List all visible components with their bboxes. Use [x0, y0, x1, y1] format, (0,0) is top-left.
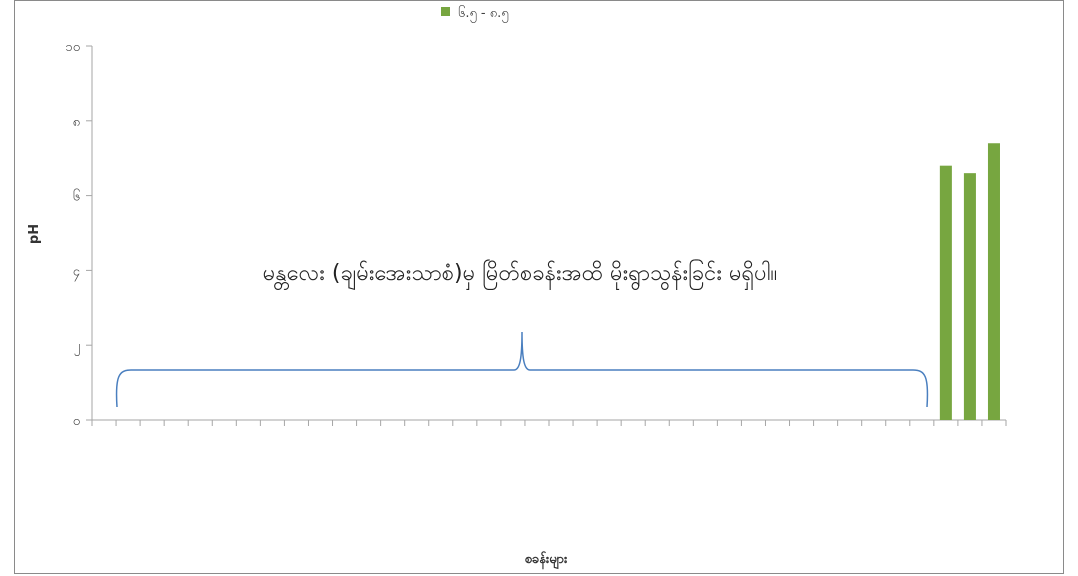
bar: [939, 165, 952, 420]
x-axis: [91, 419, 1007, 426]
y-tick-label: ၂: [74, 339, 80, 356]
y-axis: ၀ ၂ ၄ ၆ ၈ ၁၀: [65, 40, 93, 429]
brace-path: [115, 331, 929, 408]
legend-label: ၆.၅ - ၈.၅: [458, 5, 509, 23]
y-tick-label: ၄: [73, 264, 81, 281]
y-tick-label: ၁၀: [65, 40, 80, 55]
legend-swatch: [441, 7, 450, 16]
y-tick-label: ၀: [73, 414, 80, 429]
bar: [987, 143, 1000, 421]
bar: [963, 173, 976, 420]
bars: [939, 143, 1000, 421]
annotation-text: မန္တလေး (ချမ်းအေးသာစံ)မှ မြိတ်စခန်းအထိ မ…: [263, 259, 777, 291]
y-axis-title: pH: [27, 224, 42, 244]
x-axis-title: စခန်းများ: [525, 550, 568, 570]
legend: ၆.၅ - ၈.၅: [441, 5, 509, 23]
annotation-brace: [115, 331, 929, 408]
y-tick-label: ၈: [73, 115, 80, 130]
y-tick-label: ၆: [73, 189, 80, 205]
chart-frame: [14, 0, 1064, 574]
